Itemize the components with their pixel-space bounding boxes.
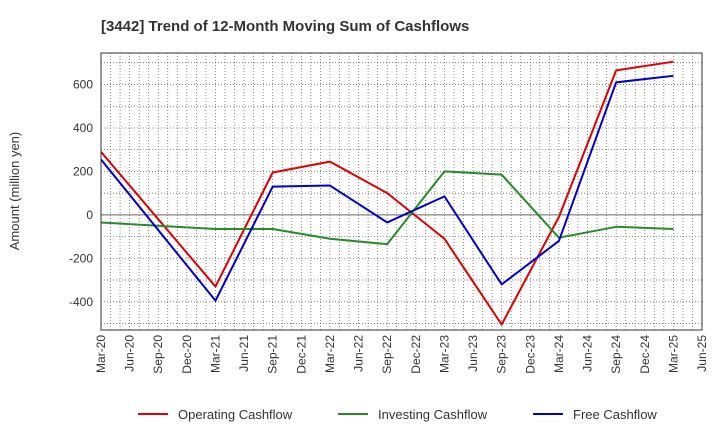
x-tick-label: Mar-24 — [552, 335, 566, 373]
x-tick-label: Jun-23 — [466, 335, 480, 372]
y-tick-label: 600 — [73, 78, 93, 92]
x-tick-label: Mar-21 — [208, 335, 222, 373]
x-tick-label: Dec-22 — [409, 335, 423, 374]
series-line-investing-cashflow — [100, 170, 674, 246]
x-tick-label: Jun-24 — [581, 335, 595, 372]
chart-title: [3442] Trend of 12-Month Moving Sum of C… — [101, 18, 469, 35]
series-layer — [100, 60, 674, 326]
x-tick-label: Sep-21 — [266, 335, 280, 374]
y-axis-label: Amount (million yen) — [7, 132, 22, 251]
grid — [100, 53, 703, 330]
legend-label-free-cashflow: Free Cashflow — [573, 407, 657, 422]
x-tick-label: Mar-22 — [323, 335, 337, 373]
x-tick-label: Mar-25 — [666, 335, 680, 373]
x-tick-label: Sep-24 — [609, 335, 623, 374]
y-tick-label: 400 — [73, 121, 93, 135]
x-tick-label: Dec-21 — [294, 335, 308, 374]
x-tick-label: Sep-22 — [380, 335, 394, 374]
x-tick-label: Dec-24 — [638, 335, 652, 374]
x-tick-label: Sep-20 — [151, 335, 165, 374]
x-tick-label: Jun-22 — [352, 335, 366, 372]
y-tick-label: 200 — [73, 164, 93, 178]
y-tick-label: -400 — [69, 295, 93, 309]
x-tick-label: Mar-20 — [94, 335, 108, 373]
x-tick-label: Jun-21 — [237, 335, 251, 372]
legend: Operating Cashflow Investing Cashflow Free… — [138, 407, 657, 422]
x-tick-labels: Mar-20 Jun-20 Sep-20 Dec-20 Mar-21 Jun-21 Sep-… — [94, 335, 709, 374]
x-tick-label: Jun-25 — [695, 335, 709, 372]
x-tick-label: Dec-23 — [523, 335, 537, 374]
y-tick-label: 0 — [86, 208, 93, 222]
series-line-free-cashflow — [100, 74, 674, 302]
x-tick-label: Sep-23 — [495, 335, 509, 374]
plot-area-frame — [100, 52, 703, 331]
legend-label-investing-cashflow: Investing Cashflow — [378, 407, 488, 422]
legend-label-operating-cashflow: Operating Cashflow — [178, 407, 293, 422]
x-tick-label: Jun-20 — [123, 335, 137, 372]
y-tick-labels: -400 -200 0 200 400 600 — [69, 78, 93, 309]
x-tick-label: Dec-20 — [180, 335, 194, 374]
y-tick-label: -200 — [69, 251, 93, 265]
x-tick-label: Mar-23 — [437, 335, 451, 373]
